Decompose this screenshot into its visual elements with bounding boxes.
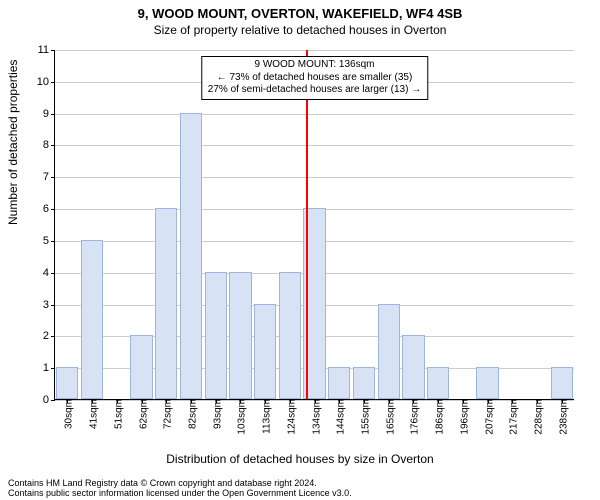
bar-slot: 72sqm (154, 50, 179, 399)
bar-slot: 82sqm (179, 50, 204, 399)
bar-slot: 41sqm (80, 50, 105, 399)
xtick-label: 62sqm (134, 399, 149, 429)
ytick-label: 9 (43, 108, 55, 120)
xtick-label: 113sqm (258, 399, 273, 434)
bar (378, 304, 400, 399)
xtick-label: 238sqm (554, 399, 569, 435)
bar-slot: 113sqm (253, 50, 278, 399)
bar-slot: 217sqm (500, 50, 525, 399)
xtick-label: 124sqm (282, 399, 297, 435)
chart-container: 9, WOOD MOUNT, OVERTON, WAKEFIELD, WF4 4… (0, 0, 600, 500)
bar (353, 367, 375, 399)
ytick-label: 4 (43, 267, 55, 279)
xtick-label: 228sqm (530, 399, 545, 435)
annotation-box: 9 WOOD MOUNT: 136sqm← 73% of detached ho… (201, 56, 428, 100)
bar (254, 304, 276, 399)
xtick-label: 186sqm (431, 399, 446, 435)
footer-line-2: Contains public sector information licen… (8, 488, 352, 498)
xtick-label: 30sqm (60, 399, 75, 429)
bar-slot: 62sqm (129, 50, 154, 399)
annotation-line: ← 73% of detached houses are smaller (35… (208, 72, 421, 85)
ytick-label: 10 (37, 76, 55, 88)
ytick-label: 11 (38, 44, 55, 56)
bar (279, 272, 301, 399)
chart-subtitle: Size of property relative to detached ho… (0, 21, 600, 37)
xtick-label: 103sqm (233, 399, 248, 435)
bar (551, 367, 573, 399)
bar (328, 367, 350, 399)
ytick-label: 7 (43, 171, 55, 183)
bar-slot: 51sqm (104, 50, 129, 399)
bar-slot: 30sqm (55, 50, 80, 399)
bar-slot: 207sqm (475, 50, 500, 399)
xtick-label: 207sqm (480, 399, 495, 435)
bar (427, 367, 449, 399)
xtick-label: 176sqm (406, 399, 421, 435)
bar (402, 335, 424, 399)
bar-slot: 124sqm (277, 50, 302, 399)
xtick-label: 41sqm (85, 399, 100, 429)
chart-title: 9, WOOD MOUNT, OVERTON, WAKEFIELD, WF4 4… (0, 0, 600, 21)
annotation-line: 27% of semi-detached houses are larger (… (208, 84, 421, 97)
xtick-label: 217sqm (505, 399, 520, 435)
ytick-label: 6 (43, 203, 55, 215)
xtick-label: 196sqm (455, 399, 470, 435)
x-axis-label: Distribution of detached houses by size … (0, 452, 600, 466)
xtick-label: 93sqm (208, 399, 223, 429)
footer-line-1: Contains HM Land Registry data © Crown c… (8, 478, 352, 488)
plot-area: 9 WOOD MOUNT: 136sqm← 73% of detached ho… (54, 50, 574, 400)
annotation-line: 9 WOOD MOUNT: 136sqm (208, 59, 421, 72)
xtick-label: 134sqm (307, 399, 322, 435)
bar (476, 367, 498, 399)
ytick-label: 5 (43, 235, 55, 247)
reference-line (306, 50, 308, 399)
bar (205, 272, 227, 399)
ytick-label: 2 (43, 330, 55, 342)
bar (229, 272, 251, 399)
bars-group: 30sqm41sqm51sqm62sqm72sqm82sqm93sqm103sq… (55, 50, 574, 399)
bar-slot: 176sqm (401, 50, 426, 399)
bar-slot: 103sqm (228, 50, 253, 399)
xtick-label: 165sqm (381, 399, 396, 435)
ytick-label: 0 (43, 394, 55, 406)
xtick-label: 144sqm (332, 399, 347, 435)
bar-slot: 196sqm (451, 50, 476, 399)
footer-attribution: Contains HM Land Registry data © Crown c… (8, 478, 352, 498)
bar (81, 240, 103, 399)
bar-slot: 144sqm (327, 50, 352, 399)
ytick-label: 8 (43, 139, 55, 151)
xtick-label: 51sqm (109, 399, 124, 429)
xtick-label: 82sqm (183, 399, 198, 429)
bar-slot: 93sqm (203, 50, 228, 399)
bar-slot: 165sqm (376, 50, 401, 399)
bar-slot: 238sqm (549, 50, 574, 399)
bar (130, 335, 152, 399)
xtick-label: 155sqm (356, 399, 371, 435)
bar (56, 367, 78, 399)
bar-slot: 186sqm (426, 50, 451, 399)
bar (155, 208, 177, 399)
bar-slot: 155sqm (352, 50, 377, 399)
y-axis-label: Number of detached properties (6, 60, 20, 225)
bar (180, 113, 202, 399)
xtick-label: 72sqm (159, 399, 174, 429)
ytick-label: 1 (43, 362, 55, 374)
ytick-label: 3 (43, 299, 55, 311)
bar-slot: 228sqm (525, 50, 550, 399)
